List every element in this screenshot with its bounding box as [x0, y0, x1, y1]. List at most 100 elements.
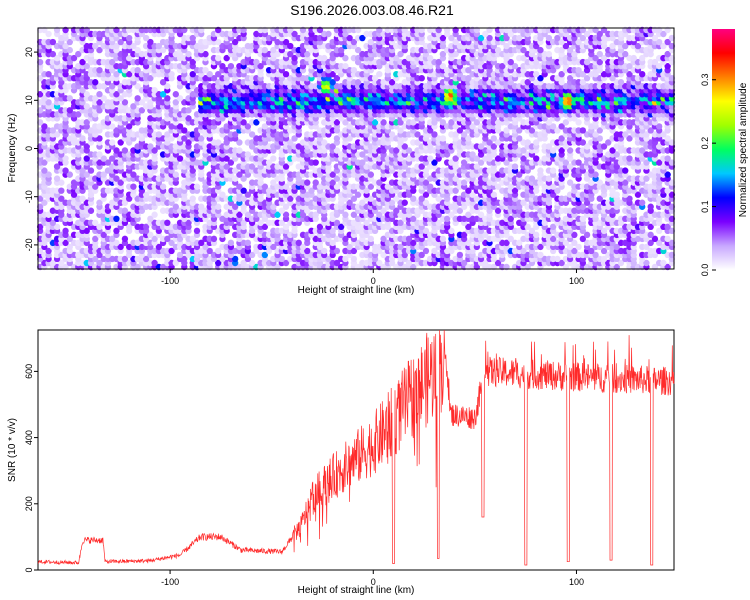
- spectrogram-cell: [549, 223, 557, 231]
- spectrogram-cell: [668, 239, 676, 247]
- spectrogram-cell: [79, 195, 86, 202]
- spectrogram-cell: [198, 203, 205, 210]
- spectrogram-cell: [227, 239, 235, 247]
- spectrogram-cell: [583, 231, 591, 239]
- spectrogram-cell: [579, 235, 587, 243]
- spectrogram-cell: [380, 235, 387, 243]
- spectrogram-cell: [655, 227, 663, 235]
- spectrogram-cell: [236, 147, 243, 154]
- spectrogram-cell: [113, 239, 120, 247]
- spectrogram-cell: [617, 79, 625, 86]
- spectrogram-cell: [482, 231, 489, 239]
- spectrogram-cell: [600, 247, 608, 255]
- spectrogram-cell: [507, 215, 514, 223]
- spectrogram-cell: [647, 239, 654, 247]
- spectrogram-cell: [168, 239, 175, 247]
- spectrogram-cell: [62, 227, 69, 235]
- spectrogram-cell: [45, 70, 52, 78]
- spectrogram-cell: [647, 203, 654, 210]
- spectrogram-cell: [155, 131, 163, 138]
- spectrogram-cell: [592, 251, 599, 259]
- spectrogram-cell: [516, 239, 523, 247]
- spectrogram-cell: [524, 223, 531, 231]
- spectrogram-cell: [248, 259, 256, 267]
- spectrogram-cell: [215, 247, 222, 255]
- spectrogram-cell: [537, 251, 544, 259]
- spectrogram-cell: [176, 251, 184, 259]
- spectrogram-cells: [36, 26, 676, 271]
- spectrogram-cell: [579, 127, 587, 134]
- spectrogram-cell: [571, 239, 578, 247]
- spectrogram-cell: [206, 247, 213, 255]
- chart-title: S196.2026.003.08.46.R21: [290, 2, 454, 18]
- spectrogram-cell: [142, 223, 150, 231]
- spectrogram-cell: [600, 227, 608, 235]
- spectrogram-cell: [282, 259, 290, 267]
- spectrogram-cell: [172, 91, 179, 98]
- spectrogram-cell: [62, 167, 69, 174]
- spectrogram-cell: [422, 227, 430, 235]
- spectrogram-cell: [304, 247, 311, 255]
- spectrogram-cell: [664, 235, 671, 243]
- spectrogram-cell: [418, 74, 425, 82]
- spectrogram-cell: [164, 219, 171, 227]
- spectrogram-cell: [312, 179, 319, 186]
- spectrogram-cell: [401, 199, 408, 206]
- spectrogram-cell: [134, 95, 141, 102]
- spectrogram-cell: [660, 259, 667, 267]
- spectrogram-cell: [465, 239, 472, 247]
- spectrogram-cell: [469, 151, 476, 158]
- spectrogram-cell: [329, 227, 336, 235]
- spectrogram-cell: [333, 247, 341, 255]
- spectrogram-cell: [329, 239, 336, 247]
- spectrogram-cell: [651, 235, 659, 243]
- spectrogram-cell: [575, 159, 582, 166]
- spectrogram-cell: [193, 183, 201, 190]
- spectrogram-cell: [410, 239, 417, 247]
- spectrogram-cell: [168, 247, 175, 255]
- spectrogram-cell: [121, 147, 129, 154]
- spectrogram-cell: [244, 211, 252, 218]
- spectrogram-cell: [261, 223, 269, 231]
- spectrogram-cell: [62, 239, 69, 247]
- spectrogram-cell: [96, 259, 103, 267]
- spectrogram-cell: [562, 239, 570, 247]
- spectrogram-cell: [142, 255, 150, 263]
- spectrogram-cell: [121, 235, 129, 243]
- spectrogram-cell: [537, 167, 544, 174]
- spectrogram-cell: [49, 259, 57, 267]
- spectrogram-cell: [524, 139, 531, 146]
- spectrogram-cell: [134, 239, 141, 247]
- spectrogram-cell: [257, 219, 264, 227]
- spectrogram-cell: [96, 223, 103, 231]
- spectrogram-cell: [566, 179, 574, 186]
- spectrogram-cell: [244, 239, 252, 247]
- spectrogram-cell: [643, 259, 650, 267]
- spectrogram-cell: [643, 243, 650, 251]
- spectrogram-cell: [439, 235, 447, 243]
- spectrogram-cell: [588, 247, 595, 255]
- spectrogram-cell: [181, 255, 188, 263]
- spectrogram-cell: [503, 239, 510, 247]
- spectrogram-cell: [270, 243, 277, 251]
- spectrogram-cell: [202, 243, 209, 251]
- spectrogram-cell: [100, 231, 107, 239]
- spectrogram-cell: [376, 259, 383, 267]
- spectrogram-cell: [113, 227, 120, 235]
- spectrogram-cell: [494, 259, 502, 267]
- spectrogram-cell: [304, 179, 311, 186]
- spectrogram-cell: [92, 219, 99, 227]
- spectrogram-cell: [244, 151, 252, 158]
- spectrogram-cell: [155, 243, 163, 251]
- spectrogram-cell: [617, 259, 625, 267]
- spectrogram-cell: [66, 243, 73, 251]
- spectrogram-cell: [460, 231, 468, 239]
- spectrogram-cell: [92, 255, 99, 263]
- spectrogram-cell: [164, 235, 171, 243]
- spectrogram-cell: [549, 167, 557, 174]
- spectrogram-cell: [435, 219, 442, 227]
- spectrogram-cell: [482, 259, 489, 267]
- spectrogram-cell: [647, 231, 654, 239]
- spectrogram-cell: [189, 235, 196, 243]
